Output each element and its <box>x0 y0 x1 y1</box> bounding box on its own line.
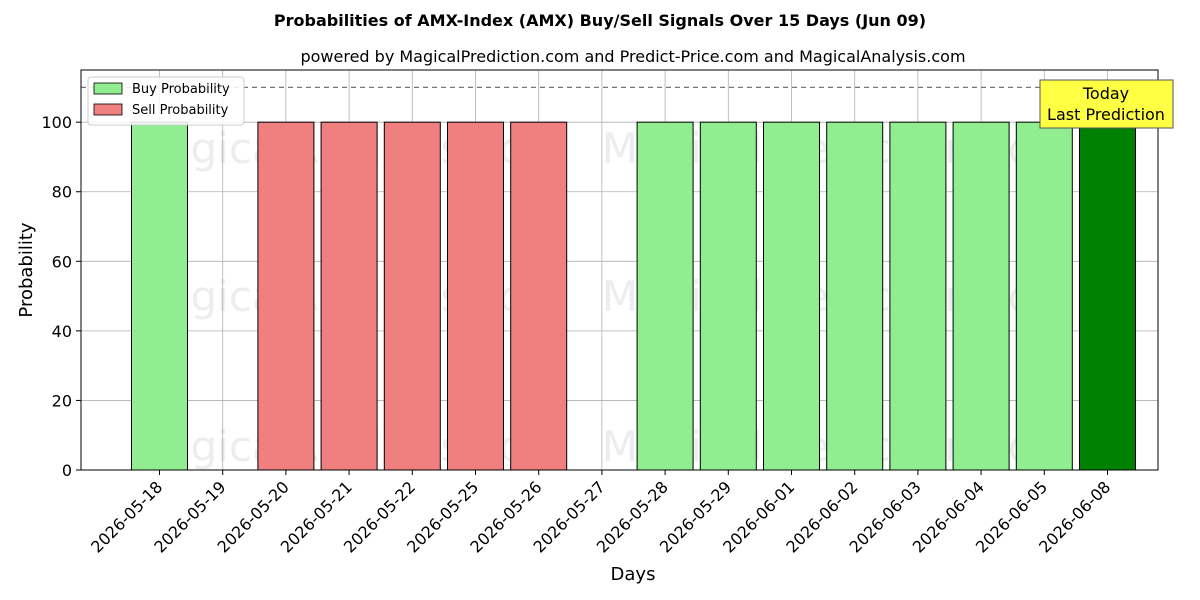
bar-sell <box>383 121 441 471</box>
bar-buy <box>826 121 884 471</box>
y-tick-label: 80 <box>52 183 72 202</box>
bar-buy <box>952 121 1010 471</box>
x-axis: 2026-05-182026-05-192026-05-202026-05-21… <box>87 470 1114 557</box>
bar-buy <box>636 121 694 471</box>
legend-label-sell: Sell Probability <box>132 103 229 118</box>
y-tick-label: 60 <box>52 252 72 271</box>
x-axis-label: Days <box>611 564 656 585</box>
legend-swatch-buy <box>93 82 123 95</box>
bar-sell <box>320 121 378 471</box>
bar-sell <box>257 121 315 471</box>
annotation-line2: Last Prediction <box>1047 105 1165 124</box>
bar-buy <box>131 121 188 471</box>
bar-buy <box>1015 121 1073 471</box>
bars <box>131 121 1136 471</box>
legend: Buy Probability Sell Probability <box>87 76 245 126</box>
chart-title: Probabilities of AMX-Index (AMX) Buy/Sel… <box>274 11 926 30</box>
bar-sell <box>510 121 568 471</box>
y-tick-label: 20 <box>52 391 72 410</box>
y-axis-label: Probability <box>16 222 37 317</box>
bar-buy <box>699 121 757 471</box>
annotation-line1: Today <box>1082 84 1129 103</box>
y-tick-label: 40 <box>52 322 72 341</box>
legend-swatch-sell <box>93 103 123 116</box>
bar-buy <box>889 121 947 471</box>
bar-sell <box>447 121 504 471</box>
y-tick-label: 0 <box>62 461 72 480</box>
annotation-box <box>1039 79 1174 129</box>
y-axis: 0 20 40 60 80 100 <box>41 113 81 480</box>
bar-buy <box>1079 121 1136 471</box>
plot-frame <box>80 69 1159 471</box>
bar-buy <box>763 121 820 471</box>
legend-box <box>87 76 245 126</box>
today-annotation: Today Last Prediction <box>1039 79 1174 129</box>
chart-subtitle: powered by MagicalPrediction.com and Pre… <box>300 47 965 66</box>
legend-label-buy: Buy Probability <box>132 82 230 97</box>
y-tick-label: 100 <box>41 113 72 132</box>
